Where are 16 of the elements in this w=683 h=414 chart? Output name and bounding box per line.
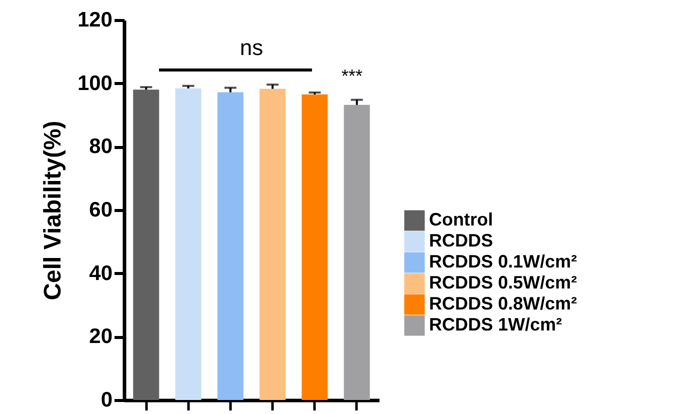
legend-label: RCDDS 0.5W/cm² (429, 272, 578, 292)
y-tick-label: 20 (89, 325, 112, 348)
y-tick-label: 80 (89, 135, 112, 158)
y-tick-label: 60 (89, 198, 112, 222)
legend-label: RCDDS 1W/cm² (429, 314, 562, 334)
annotation: *** (341, 66, 363, 86)
y-tick-label: 120 (77, 8, 112, 32)
legend-label: RCDDS (429, 230, 494, 250)
y-axis-title: Cell Viability(%) (39, 120, 66, 300)
y-tick-label: 100 (77, 72, 112, 95)
annotation: ns (240, 35, 264, 60)
y-tick-label: 0 (100, 388, 112, 412)
legend-label: Control (429, 210, 493, 230)
legend-label: RCDDS 0.8W/cm² (429, 294, 578, 314)
y-tick-label: 40 (89, 262, 112, 285)
legend-label: RCDDS 0.1W/cm² (429, 252, 578, 272)
